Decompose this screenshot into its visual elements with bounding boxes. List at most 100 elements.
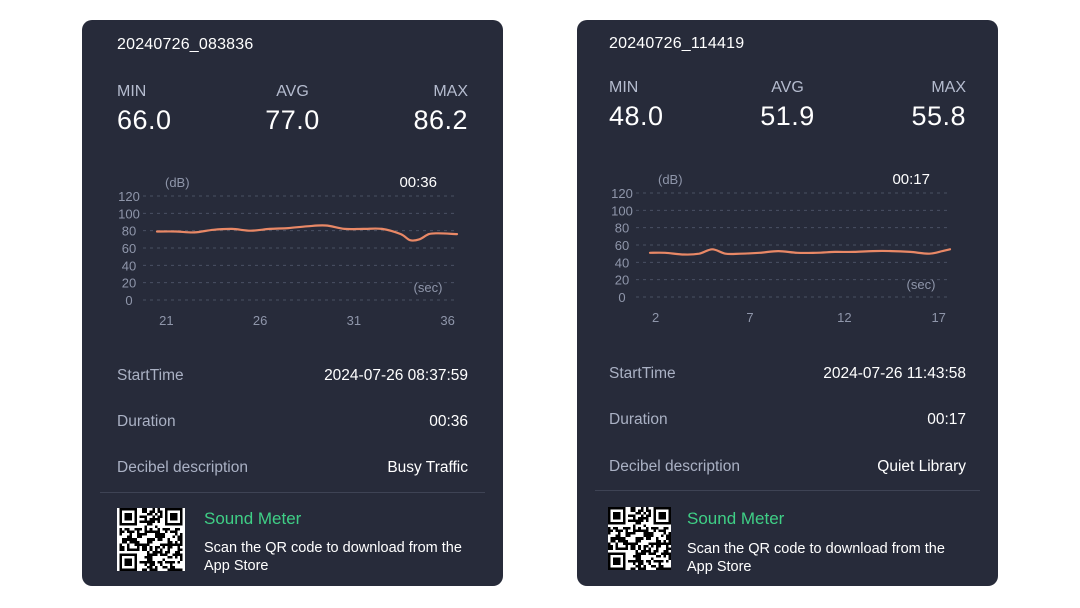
qr-module xyxy=(638,552,641,555)
recording-card: 20240726_114419 MIN 48.0 AVG 51.9 MAX 55… xyxy=(577,20,998,586)
qr-module xyxy=(164,550,168,554)
qr-module xyxy=(177,550,180,554)
qr-module xyxy=(149,538,153,541)
qr-module xyxy=(633,532,636,535)
qr-module xyxy=(149,568,153,571)
qr-module xyxy=(663,507,666,510)
qr-module xyxy=(144,518,148,521)
qr-module xyxy=(665,527,669,530)
qr-module xyxy=(633,562,636,565)
qr-module xyxy=(638,557,641,560)
qr-module xyxy=(610,552,614,555)
qr-module xyxy=(159,510,163,514)
qr-module xyxy=(134,565,138,569)
qr-module xyxy=(615,544,619,548)
qr-module xyxy=(653,519,656,523)
qr-module xyxy=(638,567,641,570)
qr-module xyxy=(610,539,614,543)
qr-module xyxy=(663,527,666,530)
qr-module xyxy=(147,560,150,564)
qr-module xyxy=(668,547,671,550)
qr-module xyxy=(149,520,153,524)
qr-module xyxy=(144,563,148,566)
qr-module xyxy=(129,540,133,544)
qr-module xyxy=(608,512,611,515)
qr-module xyxy=(645,517,649,520)
qr-module xyxy=(618,534,621,538)
qr-module xyxy=(142,508,145,511)
qr-module xyxy=(655,544,659,548)
qr-module xyxy=(169,560,173,564)
qr-module xyxy=(623,509,626,513)
qr-module xyxy=(147,553,150,556)
qr-module xyxy=(660,559,664,563)
qr-module xyxy=(663,522,666,525)
qr-module xyxy=(623,517,626,520)
qr-module xyxy=(608,522,611,525)
qr-module xyxy=(615,557,619,560)
qr-module xyxy=(630,542,634,545)
qr-module xyxy=(147,543,150,546)
qr-module xyxy=(648,512,651,515)
qr-module xyxy=(623,512,626,515)
qr-module xyxy=(167,555,170,559)
qr-module xyxy=(638,539,641,543)
qr-module xyxy=(167,548,170,551)
qr-module xyxy=(152,515,155,519)
start-time-value: 2024-07-26 11:43:58 xyxy=(823,365,966,382)
qr-module xyxy=(645,537,649,540)
qr-module xyxy=(660,567,664,570)
qr-module xyxy=(134,513,138,516)
qr-module xyxy=(640,537,644,540)
qr-module xyxy=(645,529,649,533)
qr-module xyxy=(124,515,128,519)
qr-module xyxy=(122,540,125,544)
qr-module xyxy=(645,507,649,510)
qr-module xyxy=(640,519,644,523)
qr-module xyxy=(147,558,150,561)
qr-module xyxy=(154,518,158,521)
qr-module xyxy=(640,514,644,518)
qr-module xyxy=(179,558,183,561)
y-tick-label: 40 xyxy=(122,258,136,273)
qr-module xyxy=(152,520,155,524)
qr-module xyxy=(122,523,125,526)
y-tick-label: 40 xyxy=(615,255,629,270)
qr-module xyxy=(169,540,173,544)
qr-module xyxy=(162,558,165,561)
qr-module xyxy=(124,553,128,556)
qr-module xyxy=(615,547,619,550)
qr-module xyxy=(137,543,140,546)
qr-module xyxy=(157,518,160,521)
qr-module xyxy=(618,567,621,570)
y-tick-label: 80 xyxy=(615,221,629,236)
qr-module xyxy=(638,537,641,540)
qr-module xyxy=(124,560,128,564)
qr-module xyxy=(134,568,138,571)
qr-module xyxy=(663,529,666,533)
qr-module xyxy=(119,518,123,521)
qr-module xyxy=(137,530,140,534)
qr-module xyxy=(645,527,649,530)
qr-module xyxy=(653,549,656,553)
qr-module xyxy=(618,562,621,565)
qr-module xyxy=(127,508,130,511)
qr-module xyxy=(638,547,641,550)
qr-module xyxy=(640,517,644,520)
qr-module xyxy=(668,509,671,513)
qr-module xyxy=(623,564,626,568)
qr-module xyxy=(648,559,651,563)
qr-module xyxy=(172,568,175,571)
qr-module xyxy=(640,552,644,555)
qr-module xyxy=(174,553,178,556)
qr-module xyxy=(633,507,636,510)
qr-module xyxy=(633,527,636,530)
qr-module xyxy=(608,554,611,558)
qr-module xyxy=(663,532,666,535)
qr-module xyxy=(643,512,646,515)
qr-module xyxy=(137,533,140,536)
qr-module xyxy=(610,529,614,533)
qr-module xyxy=(658,564,661,568)
qr-module xyxy=(668,539,671,543)
stat-avg-value: 77.0 xyxy=(265,105,320,135)
